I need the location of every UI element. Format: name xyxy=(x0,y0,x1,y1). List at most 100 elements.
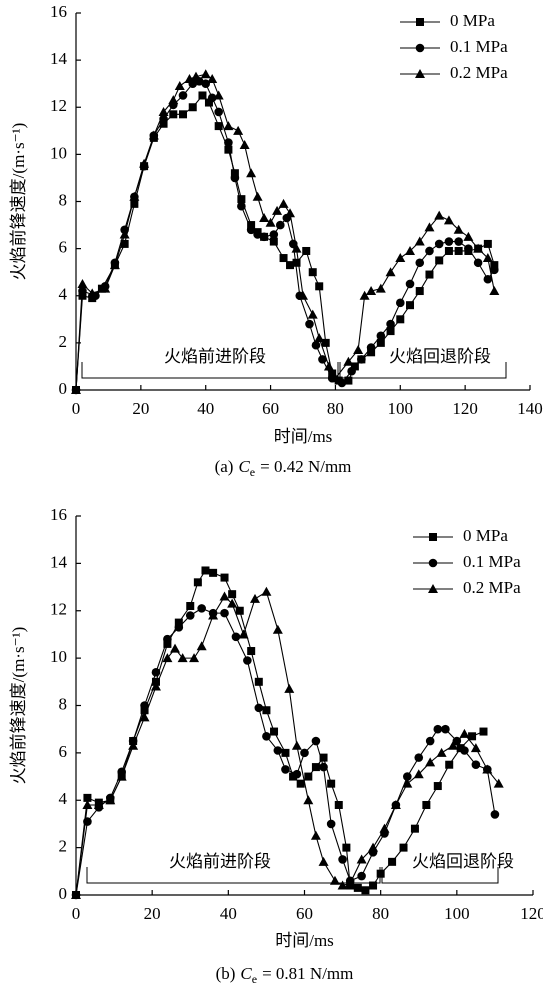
series-line xyxy=(75,590,500,896)
marker xyxy=(261,586,272,596)
marker xyxy=(140,706,149,715)
marker xyxy=(163,639,172,648)
marker xyxy=(243,656,252,665)
marker xyxy=(342,843,351,852)
marker xyxy=(314,333,325,343)
marker xyxy=(100,283,111,293)
stage-label: 火焰前进阶段 xyxy=(169,852,271,871)
marker xyxy=(330,373,341,383)
marker xyxy=(196,641,207,651)
marker xyxy=(459,728,470,738)
marker xyxy=(356,854,367,864)
y-tick-label: 8 xyxy=(59,694,68,713)
marker xyxy=(453,224,464,234)
marker xyxy=(473,258,483,268)
marker xyxy=(186,602,195,611)
marker xyxy=(406,301,415,310)
marker xyxy=(170,643,181,653)
marker xyxy=(436,747,447,757)
marker xyxy=(395,298,405,308)
y-tick-label: 4 xyxy=(59,789,68,808)
marker xyxy=(414,753,424,762)
marker xyxy=(305,319,314,329)
marker xyxy=(300,748,309,758)
marker xyxy=(403,772,412,781)
marker xyxy=(219,591,230,601)
marker xyxy=(319,762,328,772)
marker xyxy=(246,225,256,235)
y-tick-label: 12 xyxy=(50,600,67,619)
marker xyxy=(130,199,139,208)
chart: 0 2 4 6 8 10 12 14 16 0 20 40 60 80 100 120 时间/ms 火焰前锋速度/… xyxy=(9,505,543,986)
marker xyxy=(276,220,285,230)
marker xyxy=(139,158,150,168)
marker xyxy=(253,230,262,239)
marker xyxy=(414,236,425,246)
marker xyxy=(272,205,283,215)
marker xyxy=(109,260,120,270)
x-tick-label: 60 xyxy=(296,904,313,923)
marker xyxy=(376,338,385,347)
marker xyxy=(311,340,321,350)
marker xyxy=(347,366,356,376)
marker xyxy=(247,647,256,656)
y-tick-label: 2 xyxy=(59,837,68,856)
x-tick-label: 100 xyxy=(444,904,470,923)
x-tick-label: 140 xyxy=(517,399,543,418)
marker xyxy=(395,253,406,263)
x-tick-label: 0 xyxy=(72,399,81,418)
marker xyxy=(416,18,424,26)
marker xyxy=(224,138,233,147)
marker xyxy=(399,843,408,852)
marker xyxy=(233,125,244,135)
marker xyxy=(415,258,425,268)
marker xyxy=(422,800,431,809)
marker xyxy=(201,79,211,88)
marker xyxy=(435,256,444,265)
marker xyxy=(429,533,437,541)
series-line xyxy=(75,73,495,391)
marker xyxy=(366,286,377,296)
marker xyxy=(329,875,340,885)
marker xyxy=(327,779,336,788)
y-tick-label: 6 xyxy=(59,742,68,761)
marker xyxy=(375,283,386,293)
marker xyxy=(298,290,308,300)
marker xyxy=(366,343,376,352)
series-line xyxy=(75,569,484,896)
x-tick-label: 40 xyxy=(220,904,237,923)
caption: (b) Ce = 0.81 N/mm xyxy=(216,964,354,986)
marker xyxy=(279,254,288,263)
marker xyxy=(120,239,129,248)
marker xyxy=(428,584,438,593)
marker xyxy=(252,191,263,201)
marker xyxy=(235,606,244,615)
marker xyxy=(163,634,172,644)
marker xyxy=(433,782,442,791)
series-line xyxy=(75,80,495,391)
caption: (a) Ce = 0.42 N/mm xyxy=(215,457,352,479)
marker xyxy=(405,245,416,255)
marker xyxy=(473,243,484,253)
y-tick-label: 16 xyxy=(50,2,67,21)
marker xyxy=(415,69,425,78)
marker xyxy=(444,246,453,255)
marker xyxy=(291,740,302,750)
marker xyxy=(139,712,150,722)
marker xyxy=(315,282,324,291)
marker xyxy=(463,231,474,241)
marker xyxy=(326,819,336,829)
marker xyxy=(311,736,321,746)
marker xyxy=(285,208,296,218)
x-tick-label: 40 xyxy=(197,399,214,418)
marker xyxy=(390,799,401,809)
marker xyxy=(448,740,459,750)
marker xyxy=(425,270,434,279)
marker xyxy=(318,856,329,866)
x-tick-label: 20 xyxy=(144,904,161,923)
marker xyxy=(178,91,188,100)
chart: 0 2 4 6 8 10 12 14 16 0 20 40 60 80 100 120 140 时间/ms 火焰前锋… xyxy=(9,2,543,479)
marker xyxy=(311,763,320,772)
x-tick-label: 80 xyxy=(372,904,389,923)
